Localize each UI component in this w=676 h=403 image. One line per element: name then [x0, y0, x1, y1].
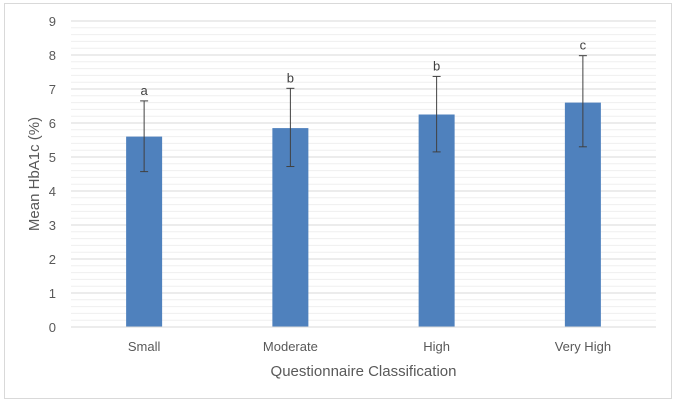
gridlines [71, 20, 656, 321]
y-tick-label: 2 [49, 252, 56, 267]
chart-frame: 0 1 2 3 4 5 6 7 8 9 a b b c Small Moderate High Very Hi… [4, 3, 672, 399]
x-axis-title: Questionnaire Classification [271, 363, 457, 380]
y-tick-label: 5 [49, 150, 56, 165]
y-tick-label: 8 [49, 48, 56, 63]
y-tick-label: 0 [49, 320, 56, 335]
significance-label: c [580, 38, 587, 53]
y-tick-label: 1 [49, 286, 56, 301]
x-tick-label: Small [128, 339, 161, 354]
significance-label: a [141, 83, 149, 98]
y-tick-label: 4 [49, 184, 56, 199]
y-tick-label: 3 [49, 218, 56, 233]
bar-chart: 0 1 2 3 4 5 6 7 8 9 a b b c Small Moderate High Very Hi… [26, 14, 656, 380]
significance-label: b [287, 70, 294, 85]
y-tick-label: 9 [49, 14, 56, 29]
x-tick-label: High [423, 339, 450, 354]
error-bars [140, 55, 587, 173]
significance-label: b [433, 58, 440, 73]
y-tick-label: 7 [49, 82, 56, 97]
y-axis-ticks: 0 1 2 3 4 5 6 7 8 9 [49, 14, 56, 335]
x-tick-label: Moderate [263, 339, 318, 354]
y-tick-label: 6 [49, 116, 56, 131]
x-tick-label: Very High [555, 339, 611, 354]
y-axis-title: Mean HbA1c (%) [26, 117, 43, 231]
significance-labels: a b b c [141, 38, 587, 98]
x-axis-ticks: Small Moderate High Very High [128, 339, 611, 354]
